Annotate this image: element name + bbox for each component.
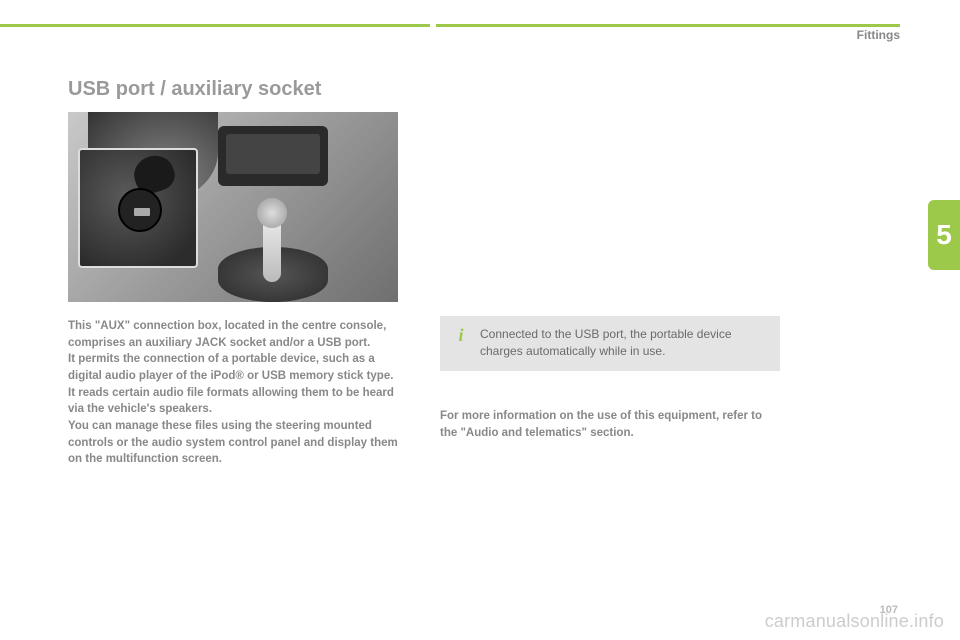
- body-text-col2: For more information on the use of this …: [440, 408, 770, 441]
- info-callout: i Connected to the USB port, the portabl…: [440, 316, 780, 371]
- figure-inset: [78, 148, 198, 268]
- chapter-tab: 5: [928, 200, 960, 270]
- figure-audio-unit: [218, 126, 328, 186]
- watermark: carmanualsonline.info: [765, 611, 944, 632]
- section-label: Fittings: [857, 28, 900, 42]
- top-rule-gap: [430, 24, 436, 27]
- chapter-number: 5: [936, 219, 952, 251]
- info-icon: i: [452, 326, 470, 344]
- top-rule: [0, 24, 900, 27]
- body-text-col1: This "AUX" connection box, located in th…: [68, 318, 398, 468]
- figure-photo: [68, 112, 398, 302]
- figure-gear-lever: [263, 212, 281, 282]
- info-text: Connected to the USB port, the portable …: [480, 326, 766, 361]
- page-title: USB port / auxiliary socket: [68, 78, 321, 101]
- usb-port-icon: [118, 188, 162, 232]
